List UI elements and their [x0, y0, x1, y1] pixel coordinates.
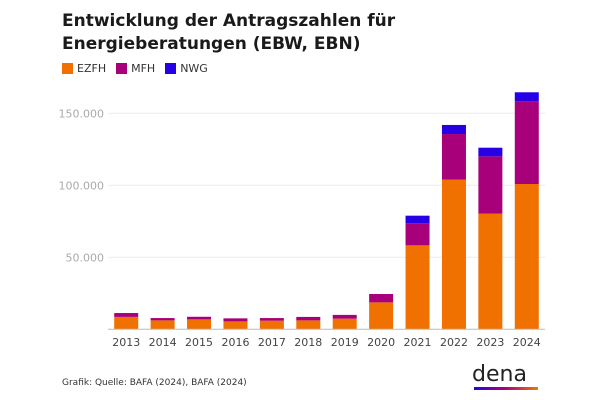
x-tick-label: 2024 [513, 336, 541, 349]
x-tick-label: 2013 [112, 336, 140, 349]
bar-mfh-2023 [478, 156, 503, 214]
bar-ezfh-2023 [478, 213, 503, 330]
dena-logo: dena [472, 362, 527, 387]
legend-item-mfh: MFH [116, 62, 155, 75]
bar-ezfh-2013 [114, 316, 139, 330]
x-tick-label: 2020 [367, 336, 395, 349]
source-note: Grafik: Quelle: BAFA (2024), BAFA (2024) [62, 378, 247, 388]
bar-mfh-2017 [259, 318, 284, 321]
bar-ezfh-2019 [332, 318, 357, 330]
x-tick-label: 2018 [294, 336, 322, 349]
x-tick-label: 2022 [440, 336, 468, 349]
bar-mfh-2021 [405, 223, 430, 246]
bar-ezfh-2016 [223, 321, 248, 330]
legend: EZFH MFH NWG [62, 62, 208, 75]
bar-ezfh-2020 [369, 302, 394, 330]
legend-swatch [116, 63, 128, 74]
x-tick-label: 2016 [221, 336, 249, 349]
bar-nwg-2024 [514, 92, 539, 102]
bar-mfh-2019 [332, 314, 357, 319]
bar-mfh-2016 [223, 318, 248, 322]
bar-mfh-2022 [441, 134, 466, 180]
legend-label: MFH [131, 62, 156, 75]
legend-swatch [165, 63, 177, 74]
x-tick-label: 2014 [149, 336, 177, 349]
logo-underline [474, 387, 538, 390]
chart-title: Entwicklung der Antragszahlen für Energi… [62, 11, 396, 54]
x-tick-label: 2023 [476, 336, 504, 349]
legend-item-nwg: NWG [165, 62, 208, 75]
x-tick-label: 2021 [404, 336, 432, 349]
bar-mfh-2018 [296, 316, 321, 321]
bar-ezfh-2024 [514, 184, 539, 330]
bar-mfh-2024 [514, 101, 539, 185]
bar-mfh-2013 [114, 313, 139, 317]
x-tick-label: 2015 [185, 336, 213, 349]
bar-nwg-2022 [441, 124, 466, 135]
bar-ezfh-2021 [405, 245, 430, 330]
x-tick-label: 2019 [331, 336, 359, 349]
legend-swatch [62, 63, 73, 74]
bar-mfh-2020 [369, 294, 394, 303]
bar-ezfh-2018 [296, 320, 321, 330]
y-tick-label: 50.000 [66, 251, 105, 264]
bar-ezfh-2022 [441, 179, 466, 330]
y-tick-label: 150.000 [59, 107, 105, 120]
y-tick-label: 100.000 [59, 179, 105, 192]
x-tick-label: 2017 [258, 336, 286, 349]
bar-nwg-2023 [478, 147, 503, 157]
legend-item-ezfh: EZFH [62, 62, 106, 75]
bar-ezfh-2017 [259, 320, 284, 330]
bar-mfh-2014 [150, 318, 175, 321]
bar-nwg-2021 [405, 215, 430, 224]
bar-mfh-2015 [187, 316, 212, 320]
bar-ezfh-2014 [150, 320, 175, 330]
legend-label: NWG [180, 62, 208, 75]
legend-label: EZFH [77, 62, 107, 75]
bar-ezfh-2015 [187, 319, 212, 330]
